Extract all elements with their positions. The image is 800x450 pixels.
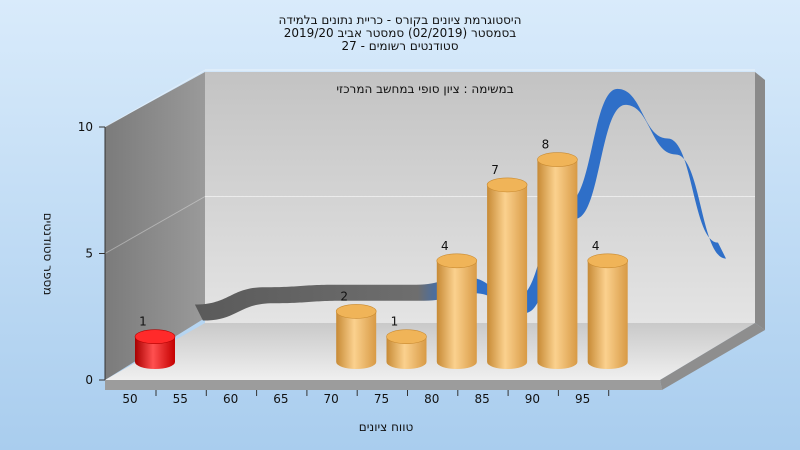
x-tick-label: 50 [122, 392, 137, 406]
x-tick-label: 65 [273, 392, 288, 406]
y-axis-label: מספר סטודנטים [41, 213, 55, 296]
x-tick-label: 75 [374, 392, 389, 406]
bar-50: 1 [134, 315, 176, 369]
y-tick-label: 0 [85, 373, 93, 387]
x-axis-label: טווח ציונים [359, 420, 414, 434]
bar-70: 2 [335, 289, 377, 369]
back-wall-edge [755, 72, 765, 330]
bar-90: 8 [537, 138, 578, 369]
floor [105, 323, 755, 380]
bar-value-label: 2 [340, 289, 348, 303]
grid-line-left [104, 196, 206, 254]
bar-body [587, 260, 628, 369]
bar-top [587, 253, 629, 269]
grid-lines [104, 69, 755, 254]
chart-title-line-2: בסמסטר (02/2019) סמסטר אביב 2019/20 [283, 26, 517, 40]
x-tick-label: 85 [474, 392, 489, 406]
chart-title-line-1: היסטוגרמת ציונים בקורס - כריית נתונים בל… [278, 13, 522, 27]
x-tick-label: 55 [173, 392, 188, 406]
floor-front-edge [105, 380, 662, 390]
bar-body [487, 184, 528, 369]
y-axis: 0 5 10 [78, 120, 106, 387]
bar-top [134, 329, 176, 345]
trend-ribbon [194, 88, 726, 321]
x-axis: 50 55 60 65 70 75 80 85 90 95 [122, 390, 610, 406]
bar-body [436, 260, 477, 369]
bar-value-label: 8 [542, 138, 550, 152]
x-tick-label: 60 [223, 392, 238, 406]
bar-top [335, 304, 377, 319]
bar-body [386, 336, 427, 369]
y-tick-label: 10 [78, 120, 93, 134]
bar-75: 1 [386, 315, 427, 369]
bar-body [336, 311, 377, 369]
chart-title-line-3: סטודנטים רשומים - 27 [341, 39, 459, 53]
bar-top [537, 152, 578, 167]
bar-body [135, 336, 175, 369]
bar-top [386, 329, 427, 345]
floor-edge [660, 323, 765, 390]
bar-body [537, 159, 578, 369]
bar-value-label: 4 [441, 239, 449, 253]
bar-85: 7 [486, 163, 528, 369]
y-tick-label: 5 [85, 247, 93, 261]
bar-value-label: 1 [139, 315, 147, 329]
bars: 1 2 1 4 7 8 4 [134, 138, 629, 369]
bar-top [436, 253, 478, 269]
bar-value-label: 4 [592, 239, 600, 253]
bar-80: 4 [436, 239, 478, 369]
chart-annotation: במשימה : ציון סופי במחשב המרכזי [336, 82, 513, 96]
bar-value-label: 7 [491, 163, 499, 177]
left-wall [105, 72, 205, 380]
x-tick-label: 95 [575, 392, 590, 406]
bar-value-label: 1 [391, 315, 399, 329]
bar-95: 4 [587, 239, 629, 369]
x-tick-label: 90 [525, 392, 540, 406]
grid-line-left [104, 69, 206, 128]
trend-ribbon-shape [194, 88, 726, 321]
x-tick-label: 70 [324, 392, 339, 406]
x-tick-label: 80 [424, 392, 439, 406]
bar-top [486, 177, 528, 193]
